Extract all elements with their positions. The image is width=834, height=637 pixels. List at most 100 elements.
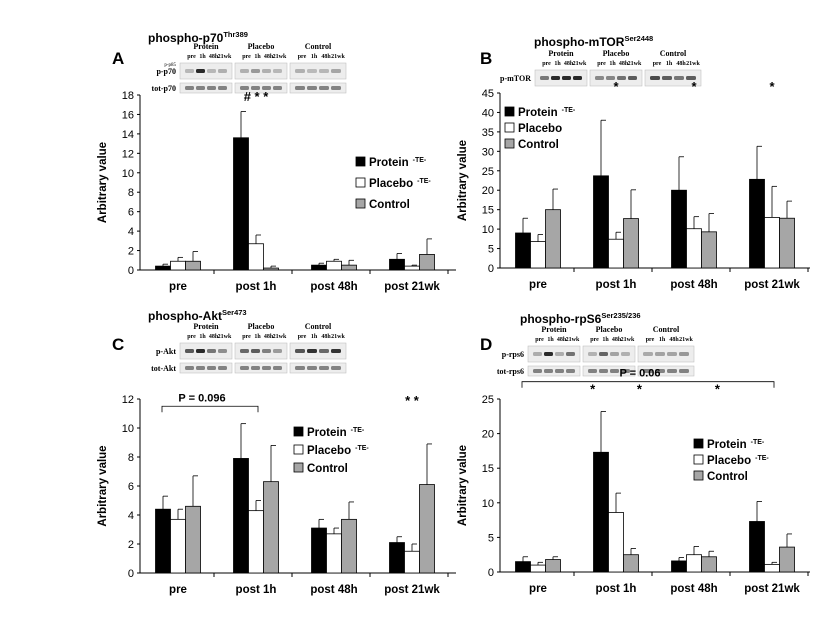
bar-protein <box>311 264 327 271</box>
legend-name: Placebo <box>307 445 351 457</box>
blot-band <box>331 69 341 73</box>
panel-title: phospho-p70Thr389 <box>148 30 248 45</box>
blot-band <box>621 352 630 356</box>
blot-band <box>643 352 653 356</box>
blot-band <box>207 69 216 73</box>
y-tick-label: 8 <box>128 187 134 199</box>
blot-strip <box>179 362 233 374</box>
y-tick-label: 16 <box>122 109 134 121</box>
blot-band <box>331 86 341 90</box>
blot-strip <box>289 82 347 94</box>
blot-lane-label: 48h <box>619 61 629 67</box>
blot-lane-label: 1h <box>547 337 554 343</box>
panel-title-main: phospho-mTOR <box>534 35 625 49</box>
blot-lane-label: 1h <box>554 61 561 67</box>
x-tick-label: post 21wk <box>384 281 440 293</box>
x-tick-label: pre <box>169 281 187 293</box>
blot-lane-label: 21wk <box>218 54 232 60</box>
x-tick-label: post 48h <box>310 584 357 596</box>
y-tick-label: 6 <box>128 481 134 493</box>
bar-control <box>779 217 795 269</box>
bar-control <box>341 264 357 271</box>
y-tick-label: 0 <box>488 567 494 579</box>
bar-placebo <box>326 260 342 271</box>
blot-lane-label: 48h <box>264 54 274 60</box>
legend-sup: -TE- <box>751 439 765 446</box>
blot-band <box>251 366 260 370</box>
y-tick-label: 10 <box>122 423 134 435</box>
blot-band <box>262 366 271 370</box>
bar-placebo <box>608 512 624 573</box>
blot-band <box>533 369 542 373</box>
blot-band <box>643 369 653 373</box>
panel-title: phospho-AktSer473 <box>148 308 247 323</box>
blot-group-label: Control <box>305 42 332 51</box>
blot-band <box>679 369 689 373</box>
blot-band <box>555 369 564 373</box>
significance-marker: * <box>769 79 775 94</box>
blot-strip <box>234 82 288 94</box>
blot-band <box>555 352 564 356</box>
blot-band <box>185 86 194 90</box>
blot-band <box>655 369 665 373</box>
bar-chart: 0 5 10 15 20 25 Arbitrary value pre post 1h post … <box>457 368 810 595</box>
blot-strip <box>527 345 581 363</box>
blot-band <box>295 366 305 370</box>
blot-lane-label: pre <box>187 334 196 340</box>
legend-swatch-protein <box>355 156 366 167</box>
bar-placebo <box>608 238 624 269</box>
y-tick-label: 45 <box>482 88 494 100</box>
legend-name: Protein <box>707 439 747 451</box>
y-tick-label: 25 <box>482 394 494 406</box>
bar-protein <box>233 458 249 574</box>
y-tick-label: 15 <box>482 463 494 475</box>
blot-band <box>686 76 696 80</box>
blot-band <box>595 76 604 80</box>
blot-band <box>207 349 216 353</box>
blot-band <box>610 369 619 373</box>
blot-lane-label: pre <box>298 334 307 340</box>
blot-band <box>251 86 260 90</box>
y-tick-label: 40 <box>482 107 494 119</box>
blot-band <box>196 349 205 353</box>
bar-chart: 0 5 10 15 20 25 30 35 40 45 Arbitrary value pre post… <box>457 79 810 291</box>
bar-protein <box>155 508 171 574</box>
bar-control <box>623 218 639 269</box>
panel-title: phospho-rpS6Ser235/236 <box>520 311 641 326</box>
bar-chart: 0 2 4 6 8 10 12 14 16 18 Arbitrary value pre post 1h… <box>97 89 456 293</box>
legend-entry: Control <box>707 471 748 483</box>
panel-letter: B <box>480 49 492 68</box>
blot-band <box>196 86 205 90</box>
legend-name: Placebo <box>518 123 562 135</box>
blot-group-label: Protein <box>548 49 574 58</box>
blot-band <box>544 369 553 373</box>
blot-lane-label: 21wk <box>273 334 287 340</box>
blot-lane-label: pre <box>653 61 662 67</box>
y-tick-label: 2 <box>128 246 134 258</box>
bar-placebo <box>530 241 546 269</box>
panel-letter: D <box>480 335 492 354</box>
blot-band <box>628 76 637 80</box>
blot-band <box>599 369 608 373</box>
blot-strip <box>234 362 288 374</box>
blot-group-label: Protein <box>541 325 567 334</box>
blot-lane-label: pre <box>242 54 251 60</box>
blot-group-label: Control <box>660 49 687 58</box>
bar-protein <box>233 137 249 271</box>
blot-band <box>251 69 260 73</box>
blot-band <box>588 369 597 373</box>
y-tick-label: 4 <box>128 510 134 522</box>
bar-protein <box>749 521 765 573</box>
blot-lane-label: 48h <box>264 334 274 340</box>
blot-band <box>185 349 194 353</box>
legend-entry: Protein -TE- <box>707 439 765 451</box>
legend: Protein -TE- Placebo -TE- Control <box>293 426 369 475</box>
legend: Protein -TE- Placebo -TE- Control <box>693 438 769 483</box>
legend: Protein -TE- Placebo Control <box>504 106 576 151</box>
blot-band <box>196 366 205 370</box>
blot-band <box>307 69 317 73</box>
